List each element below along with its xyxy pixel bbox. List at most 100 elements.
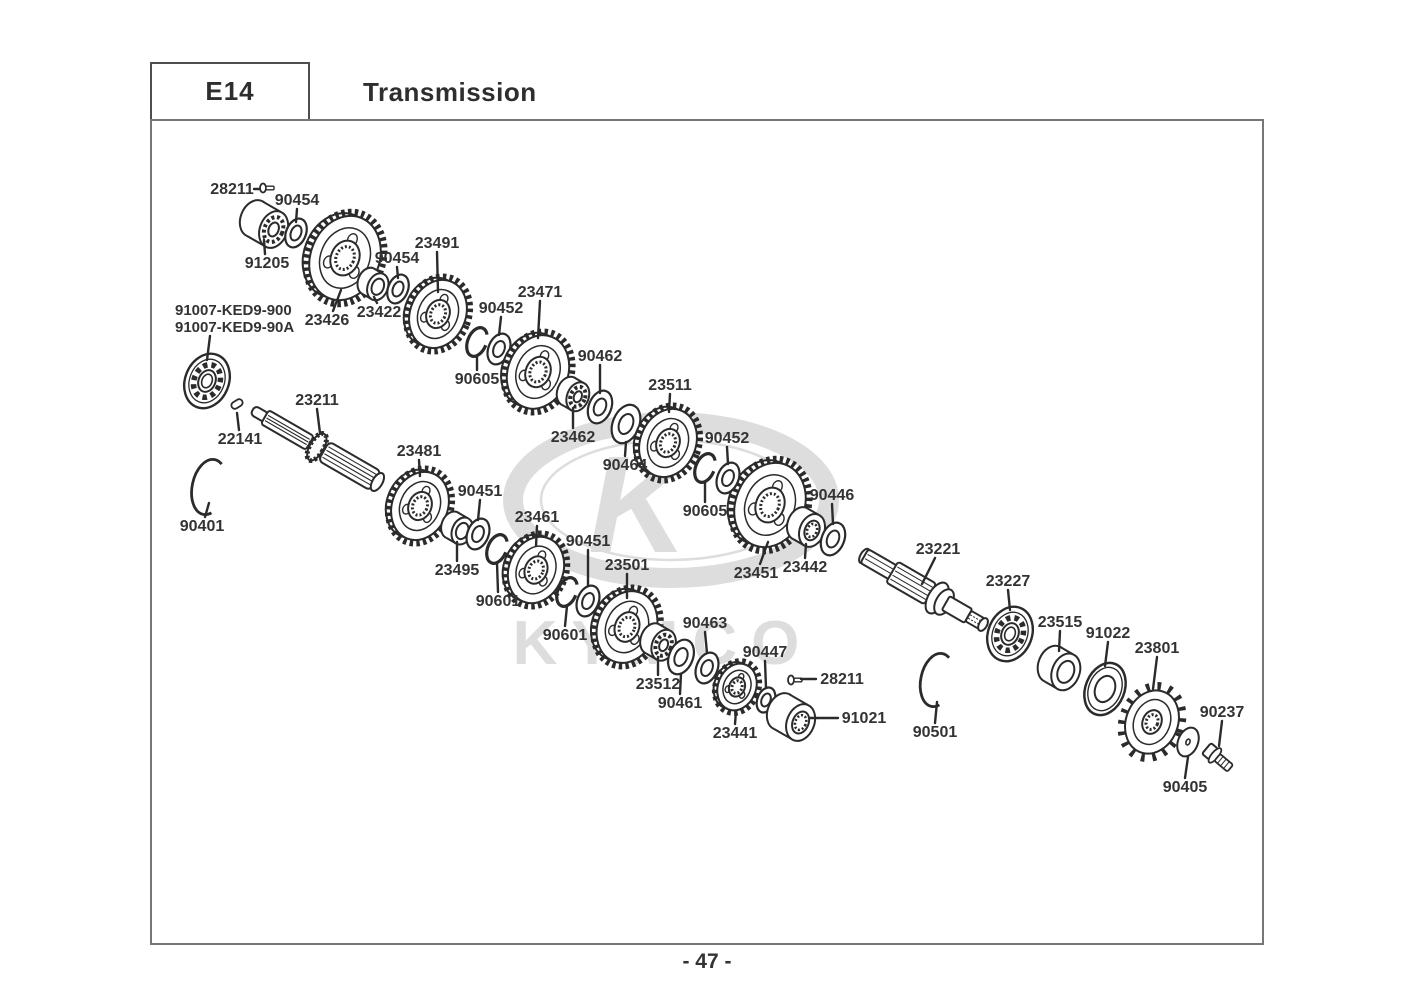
leader-line [1103,640,1110,668]
label-28211: 28211 [210,181,254,198]
label-28211: 28211 [820,671,864,688]
label-90462: 90462 [578,348,623,365]
part-90463 [694,651,720,685]
label-90451: 90451 [566,533,611,550]
label-23441: 23441 [713,725,758,742]
leader-line [331,288,343,313]
part-23801 [1117,682,1187,762]
label-23422: 23422 [357,304,402,321]
leader-line [1217,719,1224,748]
leader-lines-layer [203,187,1224,780]
leader-line [203,501,211,519]
leader-line [495,561,500,594]
label-90401: 90401 [180,518,225,535]
part-90451-a [465,517,491,551]
part-90452-b [715,461,741,495]
label-90405: 90405 [1163,779,1208,796]
leader-line [536,299,542,340]
diagram-frame [150,119,1264,945]
part-91021 [765,692,817,742]
part-90454-a [284,217,308,249]
label-23471: 23471 [518,284,563,301]
part-23515 [1036,644,1082,692]
label-23451: 23451 [734,565,779,582]
part-90446 [819,521,847,557]
leader-line [733,709,738,726]
leader-line [830,502,835,526]
leader-line [667,392,672,414]
part-23221 [858,547,989,632]
label-23501: 23501 [605,557,650,574]
label-91022: 91022 [1086,625,1131,642]
label-90605: 90605 [455,371,500,388]
part-90237 [1201,742,1234,772]
leader-line [395,265,400,280]
leader-line [1006,588,1012,612]
leader-line [497,315,503,337]
section-code: E14 [205,76,255,106]
part-23211 [250,406,386,493]
part-28211-b [787,674,803,686]
leader-line [435,250,440,294]
part-91205 [238,199,290,249]
leader-line [920,556,937,586]
label-23442: 23442 [783,559,828,576]
part-90461 [666,638,696,676]
leader-line [1183,755,1190,780]
leader-line [1151,655,1159,691]
leader-line [294,207,299,224]
section-code-box: E14 [150,62,310,121]
part-90401 [190,457,228,517]
leader-line [476,498,482,522]
label-91021: 91021 [842,710,887,727]
label-90464: 90464 [603,457,648,474]
label-90461: 90461 [658,695,703,712]
part-90601-a [485,533,509,565]
leader-line [417,458,422,478]
part-90501 [918,651,956,709]
label-90601: 90601 [543,627,588,644]
part-23471 [500,328,576,416]
label-90501: 90501 [913,724,958,741]
label-23221: 23221 [916,541,961,558]
label-90463: 90463 [683,615,728,632]
part-91022 [1083,661,1127,717]
label-90447: 90447 [743,644,788,661]
part-90454-b [386,273,410,305]
leader-line [205,334,212,362]
leader-line [563,604,569,628]
part-90405 [1176,726,1200,758]
label-90446: 90446 [810,487,855,504]
part-91007 [182,352,232,410]
leader-line [763,659,768,690]
part-23422 [356,266,390,302]
leader-line [235,411,241,432]
label-90451: 90451 [458,483,503,500]
leader-line [703,630,709,655]
leader-line [678,672,683,696]
parts-layer [182,182,1234,772]
label-22141: 22141 [218,431,263,448]
label-23481: 23481 [397,443,442,460]
part-90605-b [693,452,717,484]
label-23512: 23512 [636,676,681,693]
leader-line [1057,629,1062,653]
label-90452: 90452 [479,300,524,317]
label-91007-KED9-900: 91007-KED9-900 91007-KED9-90A [175,302,294,336]
leader-line [623,440,628,458]
leader-line [262,238,267,256]
label-90454: 90454 [275,192,320,209]
label-23515: 23515 [1038,614,1083,631]
part-23441 [711,658,763,716]
label-23426: 23426 [305,312,350,329]
part-90605-a [465,326,489,358]
leader-line [315,407,322,435]
label-23511: 23511 [648,377,692,394]
part-90462 [586,389,614,425]
label-23227: 23227 [986,573,1031,590]
part-23491 [402,273,474,355]
leader-line [933,700,939,725]
page-number: - 47 - [682,950,732,973]
